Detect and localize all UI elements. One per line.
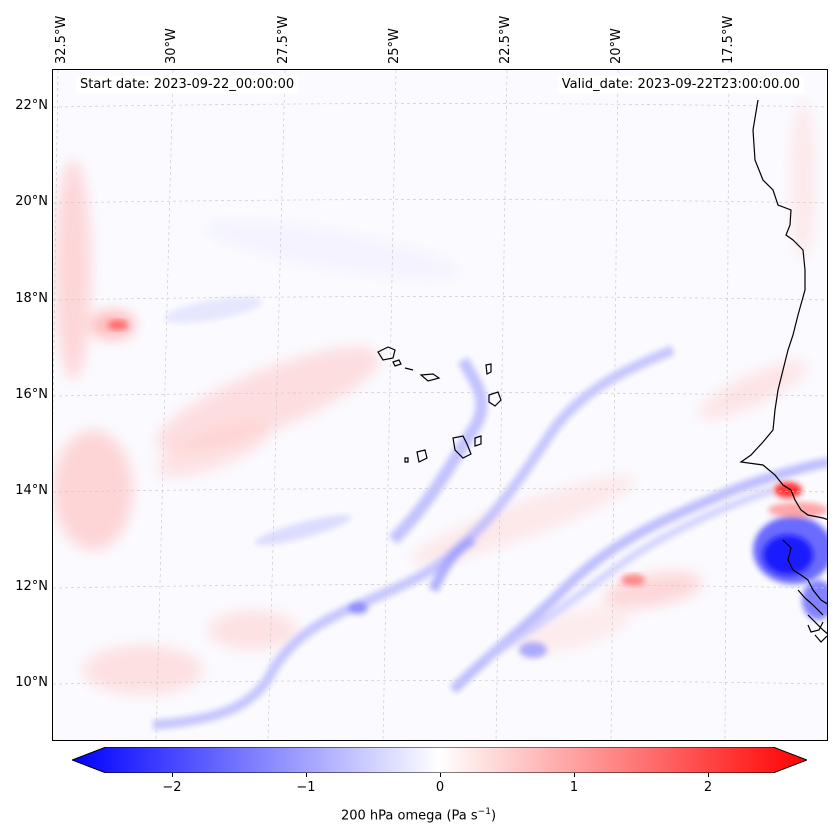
lat-label-22n: 22°N bbox=[15, 98, 48, 113]
cape-verde-islands bbox=[377, 346, 502, 463]
colorbar bbox=[70, 746, 809, 774]
lat-label-18n: 18°N bbox=[15, 291, 48, 306]
coastline bbox=[739, 99, 827, 643]
colorbar-tick-neg1: −1 bbox=[296, 780, 316, 795]
lat-label-14n: 14°N bbox=[15, 483, 48, 498]
lon-label-25w: 25°W bbox=[387, 28, 402, 64]
colorbar-tick-0: 0 bbox=[435, 780, 445, 795]
colorbar-tickmark-1 bbox=[574, 773, 575, 777]
lon-label-32-5w: 32.5°W bbox=[54, 15, 69, 64]
colorbar-tickmark-neg1 bbox=[306, 773, 307, 777]
colorbar-tick-1: 1 bbox=[569, 780, 579, 795]
lon-label-27-5w: 27.5°W bbox=[276, 15, 291, 64]
lon-label-17-5w: 17.5°W bbox=[721, 15, 736, 64]
start-date-label: Start date: 2023-09-22_00:00:00 bbox=[76, 76, 299, 93]
lon-label-22-5w: 22.5°W bbox=[498, 15, 513, 64]
colorbar-tick-2: 2 bbox=[703, 780, 713, 795]
lon-label-30w: 30°W bbox=[164, 28, 179, 64]
lon-label-20w: 20°W bbox=[609, 28, 624, 64]
colorbar-label: 200 hPa omega (Pa s−1) bbox=[340, 807, 497, 824]
omega-field-map bbox=[53, 70, 827, 740]
field-blue-bands bbox=[152, 296, 827, 730]
lat-label-20n: 20°N bbox=[15, 194, 48, 209]
field-background bbox=[53, 70, 827, 740]
valid-date-label: Valid_date: 2023-09-22T23:00:00.00 bbox=[557, 76, 804, 93]
colorbar-tick-neg2: −2 bbox=[162, 780, 182, 795]
colorbar-svg bbox=[70, 746, 809, 774]
graticule bbox=[53, 70, 827, 740]
map-panel bbox=[52, 69, 828, 741]
lat-label-12n: 12°N bbox=[15, 579, 48, 594]
colorbar-gradient bbox=[70, 746, 809, 774]
lat-label-16n: 16°N bbox=[15, 387, 48, 402]
colorbar-tickmark-neg2 bbox=[172, 773, 173, 777]
lat-label-10n: 10°N bbox=[15, 675, 48, 690]
colorbar-tickmark-0 bbox=[440, 773, 441, 777]
colorbar-tickmark-2 bbox=[708, 773, 709, 777]
